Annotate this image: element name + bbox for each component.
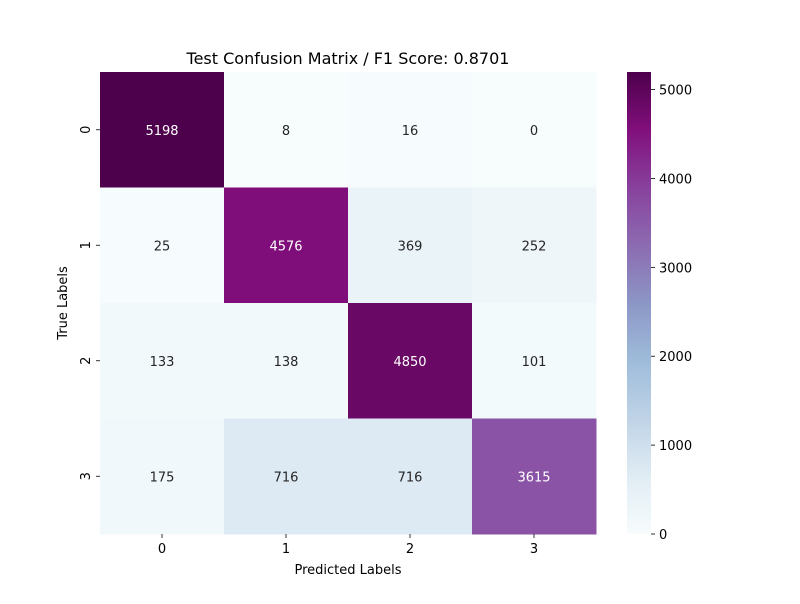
colorbar-gradient [627,72,651,534]
y-tick-label: 1 [79,241,94,249]
heatmap-cell [472,303,597,419]
cell-value-label: 25 [154,239,171,254]
cell-value-label: 101 [522,355,547,370]
y-axis: 0 1 2 3 [79,126,100,480]
y-tick-label: 0 [79,126,94,134]
heatmap-cell [100,72,225,188]
heatmap-cell [348,418,473,535]
heatmap-cell [348,303,473,419]
heatmap-cell [348,187,473,304]
cell-value-label: 716 [398,470,423,485]
heatmap-cell [100,418,225,535]
cell-value-label: 3615 [517,470,550,485]
heatmap-cell [224,72,349,188]
cell-value-label: 4850 [393,355,426,370]
cell-value-label: 133 [150,355,175,370]
heatmap-cell [224,418,349,535]
heatmap-cell [224,187,349,304]
x-axis: 0 1 2 3 [158,534,538,557]
cell-value-label: 8 [282,124,290,139]
cell-value-label: 252 [522,239,547,254]
colorbar-tick-label: 5000 [659,84,692,99]
x-tick-label: 2 [406,542,414,557]
cell-value-label: 716 [274,470,299,485]
heatmap-cell [100,187,225,304]
cell-value-label: 5198 [145,124,178,139]
colorbar-tick-label: 3000 [659,261,692,276]
x-tick-label: 1 [282,542,290,557]
cell-value-label: 4576 [269,239,302,254]
y-tick-label: 3 [79,472,94,480]
cell-value-label: 0 [530,124,538,139]
colorbar: 0 1000 2000 3000 4000 5000 [627,72,692,543]
cell-value-label: 138 [274,355,299,370]
colorbar-tick-label: 2000 [659,350,692,365]
heatmap-cell [100,303,225,419]
x-tick-label: 3 [530,542,538,557]
heatmap-cell [224,303,349,419]
heatmap-cell [472,72,597,188]
cell-value-label: 369 [398,239,423,254]
colorbar-tick-label: 4000 [659,172,692,187]
y-tick-label: 2 [79,357,94,365]
y-axis-label: True Labels [56,266,71,341]
chart-title: Test Confusion Matrix / F1 Score: 0.8701 [186,49,510,68]
heatmap-cells: 5198 8 16 0 25 4576 369 252 133 138 4850 101 175 716 7… [100,72,597,535]
colorbar-tick-label: 1000 [659,439,692,454]
x-tick-label: 0 [158,542,166,557]
heatmap-cell [348,72,473,188]
cell-value-label: 16 [402,124,419,139]
heatmap-cell [472,187,597,304]
colorbar-tick-label: 0 [659,528,667,543]
cell-value-label: 175 [150,470,175,485]
heatmap-cell [472,418,597,535]
x-axis-label: Predicted Labels [294,563,401,578]
